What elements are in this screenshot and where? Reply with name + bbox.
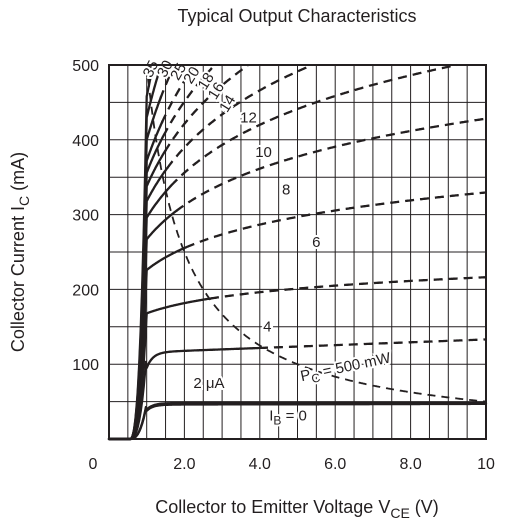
curve-ib-6-solid xyxy=(107,297,212,441)
x-tick-label: 8.0 xyxy=(399,456,421,473)
chart-title: Typical Output Characteristics xyxy=(177,6,416,26)
curve-ib-25-dashed xyxy=(159,65,175,100)
curve-ib-30-dashed xyxy=(158,64,163,71)
curve-ib-25-solid xyxy=(107,95,163,441)
power-dissipation-curve xyxy=(145,64,487,403)
x-axis-title-unit: (V) xyxy=(410,497,439,517)
curve-ib-14-dashed xyxy=(166,64,313,169)
x-tick-label: 0 xyxy=(89,456,98,473)
curve-label-ib-12: 12 xyxy=(240,110,257,127)
plot-frame xyxy=(108,64,487,440)
curve-label-ib-4: 4 xyxy=(263,318,271,335)
power-curve-label: PC = 500 mW xyxy=(299,349,394,388)
tick-labels: 0 2.0 4.0 6.0 8.0 10 100 200 300 400 500 xyxy=(72,58,495,473)
curve-label-ib-8: 8 xyxy=(282,181,290,198)
x-tick-label: 4.0 xyxy=(249,456,271,473)
y-tick-label: 300 xyxy=(72,208,99,225)
y-tick-label: 100 xyxy=(72,357,99,374)
curve-label-ib-0: IB = 0 xyxy=(269,407,307,427)
y-axis-title: Collector Current IC (mA) xyxy=(8,152,32,352)
curve-ib-16-dashed xyxy=(163,64,249,153)
x-tick-label: 6.0 xyxy=(324,456,346,473)
y-axis-title-sub: C xyxy=(16,196,32,206)
x-axis-title: Collector to Emitter Voltage VCE (V) xyxy=(155,497,439,521)
curve-ib-12-dashed xyxy=(169,63,457,187)
curve-ib-18-dashed xyxy=(162,64,216,137)
y-tick-label: 200 xyxy=(72,282,99,299)
curve-ib-4-dashed xyxy=(259,338,487,350)
x-tick-label: 2.0 xyxy=(173,456,195,473)
curve-ib-2-solid xyxy=(107,402,488,441)
curve-ib-10-dashed xyxy=(175,117,487,213)
curve-label-ib-6: 6 xyxy=(312,234,320,251)
curve-label-ib-10: 10 xyxy=(255,144,272,161)
curve-ib-18-solid xyxy=(107,134,165,441)
x-axis-title-sub: CE xyxy=(390,505,409,521)
curve-ib-6-dashed xyxy=(209,276,487,300)
x-axis-title-main: Collector to Emitter Voltage V xyxy=(155,497,390,517)
y-tick-label: 500 xyxy=(72,58,99,75)
grid xyxy=(109,65,486,439)
y-axis-title-main: Collector Current I xyxy=(8,206,28,352)
x-tick-label: 10 xyxy=(477,456,495,473)
curve-ib-20-dashed xyxy=(160,64,196,124)
curve-ib-8-dashed xyxy=(185,191,486,249)
y-tick-label: 400 xyxy=(72,133,99,150)
y-axis-title-unit: (mA) xyxy=(8,152,28,196)
curve-label-ib-2: 2 μA xyxy=(193,375,224,392)
